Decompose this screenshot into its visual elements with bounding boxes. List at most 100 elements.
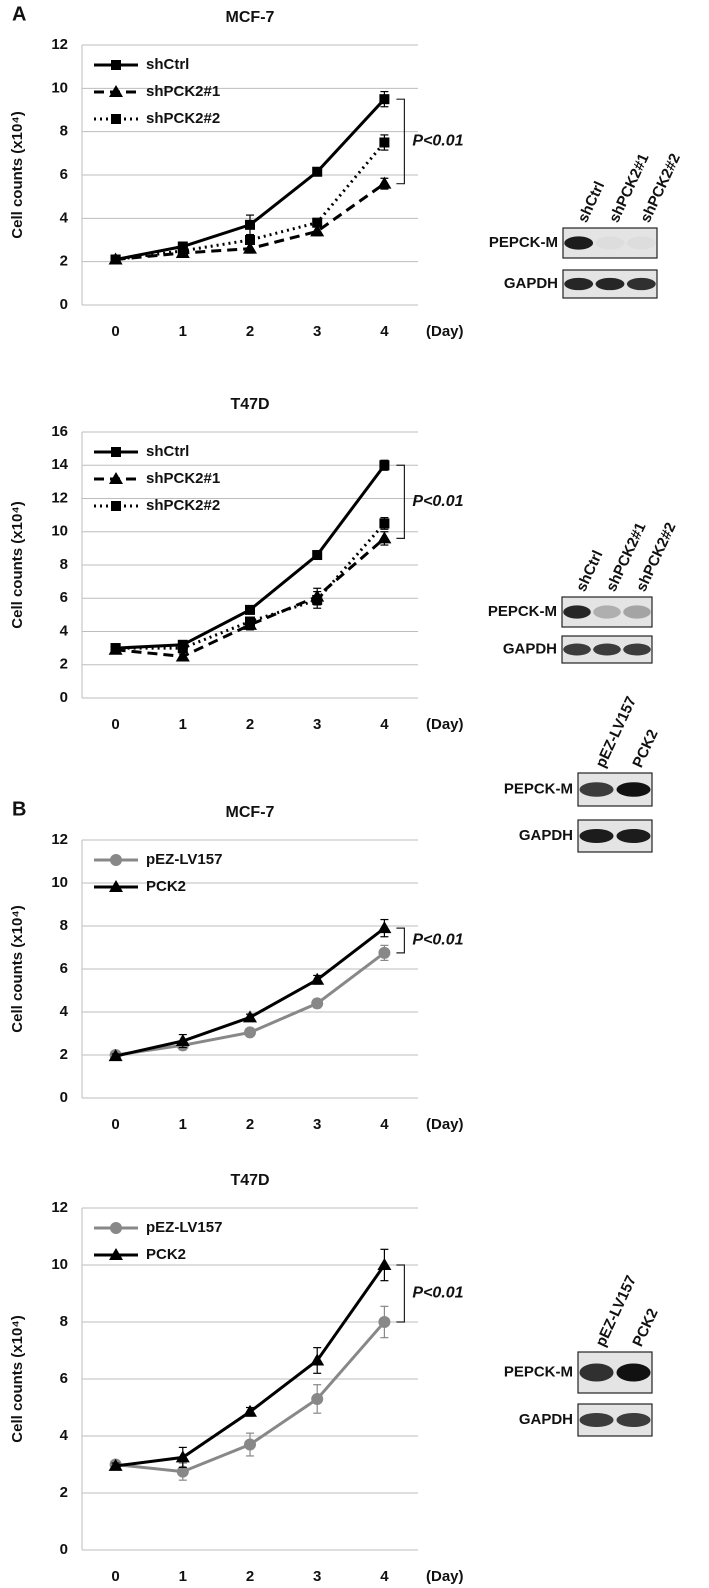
chart-title: MCF-7 xyxy=(226,9,275,26)
x-tick-label: 3 xyxy=(313,716,321,733)
marker xyxy=(377,531,392,544)
marker xyxy=(110,1222,122,1234)
blot-band xyxy=(564,277,594,291)
x-tick-label: 3 xyxy=(313,1568,321,1585)
x-tick-label: 1 xyxy=(179,1116,187,1133)
marker xyxy=(243,241,257,254)
x-tick-label: 0 xyxy=(111,716,119,733)
blot-band xyxy=(579,828,614,844)
marker xyxy=(378,1316,391,1328)
marker xyxy=(377,1258,392,1270)
blot-lane-label: shCtrl xyxy=(573,548,607,594)
blot-row-label: PEPCK-M xyxy=(488,603,557,620)
blot-row-label: GAPDH xyxy=(519,827,573,844)
marker xyxy=(312,550,323,561)
blot-band xyxy=(593,643,621,656)
bracket xyxy=(396,1264,405,1323)
series-line xyxy=(115,951,386,1057)
annotation: P<0.01 xyxy=(412,493,463,510)
y-axis-label: Cell counts (x10⁴) xyxy=(9,905,26,1032)
legend-label: shCtrl xyxy=(146,443,189,460)
x-tick-label: 4 xyxy=(380,716,389,733)
x-tick-label: 1 xyxy=(179,1568,187,1585)
panel-label: A xyxy=(12,3,26,25)
y-tick-label: 2 xyxy=(60,656,68,673)
annotation: P<0.01 xyxy=(412,1285,463,1302)
y-tick-label: 12 xyxy=(51,1199,68,1216)
blot-row-label: PEPCK-M xyxy=(489,234,558,251)
marker xyxy=(175,1034,190,1047)
marker xyxy=(175,649,190,662)
marker xyxy=(175,1450,190,1463)
blot-band xyxy=(564,236,594,250)
marker xyxy=(311,1392,324,1405)
blot-row-label: PEPCK-M xyxy=(504,1363,573,1380)
y-tick-label: 10 xyxy=(51,874,68,891)
blot-band xyxy=(593,605,621,619)
x-tick-label: 1 xyxy=(179,323,187,340)
legend-label: PCK2 xyxy=(146,1246,186,1263)
blot-band xyxy=(563,605,591,619)
series-line xyxy=(115,537,386,658)
y-tick-label: 12 xyxy=(51,36,68,53)
blot-band xyxy=(579,1363,614,1382)
blot-row-label: PEPCK-M xyxy=(504,780,573,797)
legend-label: PCK2 xyxy=(146,878,186,895)
blot-lane-label: PCK2 xyxy=(629,727,661,770)
marker xyxy=(245,616,255,627)
marker xyxy=(243,1404,257,1417)
x-axis-label: (Day) xyxy=(426,1568,464,1585)
marker xyxy=(109,85,123,97)
series-line xyxy=(115,141,386,261)
x-tick-label: 2 xyxy=(246,1116,254,1133)
legend-label: shPCK2#1 xyxy=(146,470,220,487)
x-tick-label: 3 xyxy=(313,323,321,340)
x-tick-label: 0 xyxy=(111,1116,119,1133)
marker xyxy=(379,94,390,105)
blot-lane-label: shCtrl xyxy=(574,179,608,225)
marker xyxy=(379,137,390,148)
legend-label: shPCK2#2 xyxy=(146,110,220,127)
blot-row-label: GAPDH xyxy=(503,640,557,657)
legend-label: shPCK2#2 xyxy=(146,497,220,514)
blot-band xyxy=(596,236,625,249)
x-tick-label: 3 xyxy=(313,1116,321,1133)
blot-band xyxy=(579,782,614,797)
x-tick-label: 4 xyxy=(380,1116,389,1133)
y-tick-label: 0 xyxy=(60,1089,68,1106)
marker xyxy=(110,254,121,265)
marker xyxy=(377,921,392,934)
blot-band xyxy=(616,1363,651,1382)
legend-label: shCtrl xyxy=(146,56,189,73)
y-tick-label: 2 xyxy=(60,253,68,270)
x-tick-label: 1 xyxy=(179,716,187,733)
y-tick-label: 4 xyxy=(60,209,69,226)
y-tick-label: 4 xyxy=(60,622,69,639)
marker xyxy=(377,176,392,189)
marker xyxy=(245,235,255,245)
legend-label: pEZ-LV157 xyxy=(146,1219,222,1236)
bracket xyxy=(396,464,405,539)
blot-band xyxy=(616,782,651,797)
x-tick-label: 2 xyxy=(246,1568,254,1585)
blot-row-label: GAPDH xyxy=(504,275,558,292)
blot-band xyxy=(579,1412,614,1428)
chart-title: T47D xyxy=(230,396,269,413)
y-axis-label: Cell counts (x10⁴) xyxy=(9,501,26,628)
y-tick-label: 6 xyxy=(60,960,68,977)
y-tick-label: 8 xyxy=(60,917,68,934)
y-tick-label: 8 xyxy=(60,1313,68,1330)
marker xyxy=(379,460,390,471)
marker xyxy=(312,166,323,177)
x-axis-label: (Day) xyxy=(426,716,464,733)
y-tick-label: 12 xyxy=(51,489,68,506)
bracket xyxy=(396,927,405,954)
y-tick-label: 12 xyxy=(51,831,68,848)
y-tick-label: 6 xyxy=(60,1370,68,1387)
y-tick-label: 0 xyxy=(60,1541,68,1558)
y-tick-label: 4 xyxy=(60,1003,69,1020)
y-tick-label: 6 xyxy=(60,589,68,606)
marker xyxy=(110,854,122,866)
blot-band xyxy=(595,277,625,291)
